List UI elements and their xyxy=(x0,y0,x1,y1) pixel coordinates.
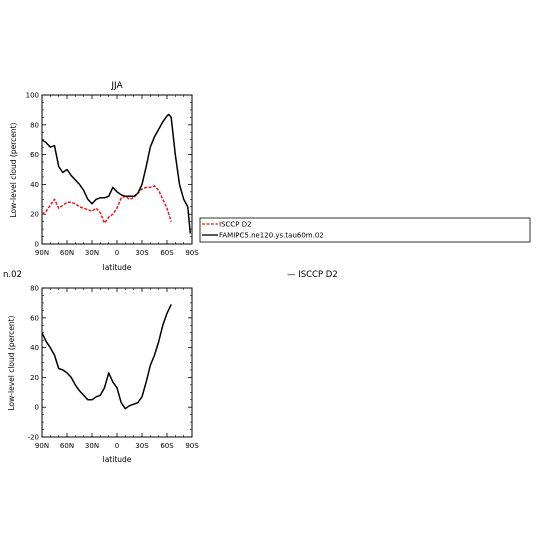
y-tick-label: 60 xyxy=(30,151,39,159)
series-group-bottom xyxy=(41,304,172,410)
x-tick-label: 0 xyxy=(115,249,119,257)
plot-frame-bottom xyxy=(41,287,193,438)
x-tick-label: 60S xyxy=(160,442,174,450)
y-tick-label: -20 xyxy=(28,434,39,442)
legend: ISCCP D2 FAMIPC5.ne120.ys.tau60m.02 xyxy=(199,217,531,243)
x-tick-label: 90N xyxy=(35,249,49,257)
y-axis-label-bottom: Low-level cloud (percent) xyxy=(7,315,16,410)
y-tick-label: 0 xyxy=(35,241,39,249)
y-tick-label: 40 xyxy=(30,344,39,352)
x-ticks-bottom: 90N 60N 30N 0 30S 60S 90S xyxy=(35,288,199,450)
x-axis-label-top: latitude xyxy=(103,263,132,272)
x-tick-label: 90S xyxy=(185,249,199,257)
x-tick-label: 30N xyxy=(85,442,99,450)
y-tick-label: 80 xyxy=(30,285,39,293)
x-axis-label-bottom: latitude xyxy=(103,455,132,464)
y-ticks-bottom: -20 0 20 40 60 80 xyxy=(28,285,192,442)
legend-label-isccp: ISCCP D2 xyxy=(219,221,252,229)
x-tick-label: 60N xyxy=(60,249,74,257)
x-tick-label: 30S xyxy=(135,442,149,450)
x-tick-label: 30S xyxy=(135,249,149,257)
series-line-isccp-d2 xyxy=(41,185,172,224)
y-axis-label-top: Low-level cloud (percent) xyxy=(9,122,18,217)
series-line-series-0 xyxy=(41,304,172,410)
plot-frame-top xyxy=(41,94,193,245)
y-tick-label: 0 xyxy=(35,404,39,412)
y-tick-label: 60 xyxy=(30,314,39,322)
legend-box xyxy=(199,217,531,243)
y-ticks-top: 0 20 40 60 80 100 xyxy=(26,92,192,249)
y-tick-label: 40 xyxy=(30,181,39,189)
x-tick-label: 60N xyxy=(60,442,74,450)
x-tick-label: 0 xyxy=(115,442,119,450)
bottom-panel: -20 0 20 40 60 80 90N 60N 30N 0 30S 60S 90S Low-lev… xyxy=(7,285,199,465)
legend-label-model: FAMIPC5.ne120.ys.tau60m.02 xyxy=(219,232,324,240)
x-tick-label: 90N xyxy=(35,442,49,450)
y-tick-label: 20 xyxy=(30,374,39,382)
y-tick-label: 100 xyxy=(26,92,39,100)
panel-title: JJA xyxy=(110,81,123,91)
clipped-legend-fragment-left: n.02 xyxy=(3,270,22,280)
top-panel: JJA 0 20 40 60 80 100 90N 60N 30N 0 30S 60S 90S Low… xyxy=(9,81,199,272)
x-tick-label: 30N xyxy=(85,249,99,257)
x-tick-label: 60S xyxy=(160,249,174,257)
x-tick-label: 90S xyxy=(185,442,199,450)
clipped-legend-fragment-right: — ISCCP D2 xyxy=(287,270,338,280)
series-group-top xyxy=(41,113,192,234)
y-tick-label: 80 xyxy=(30,121,39,129)
y-tick-label: 20 xyxy=(30,211,39,219)
x-ticks-top: 90N 60N 30N 0 30S 60S 90S xyxy=(35,95,199,257)
series-line-famipc5-ne120-ys-tau60m-02 xyxy=(41,113,192,234)
